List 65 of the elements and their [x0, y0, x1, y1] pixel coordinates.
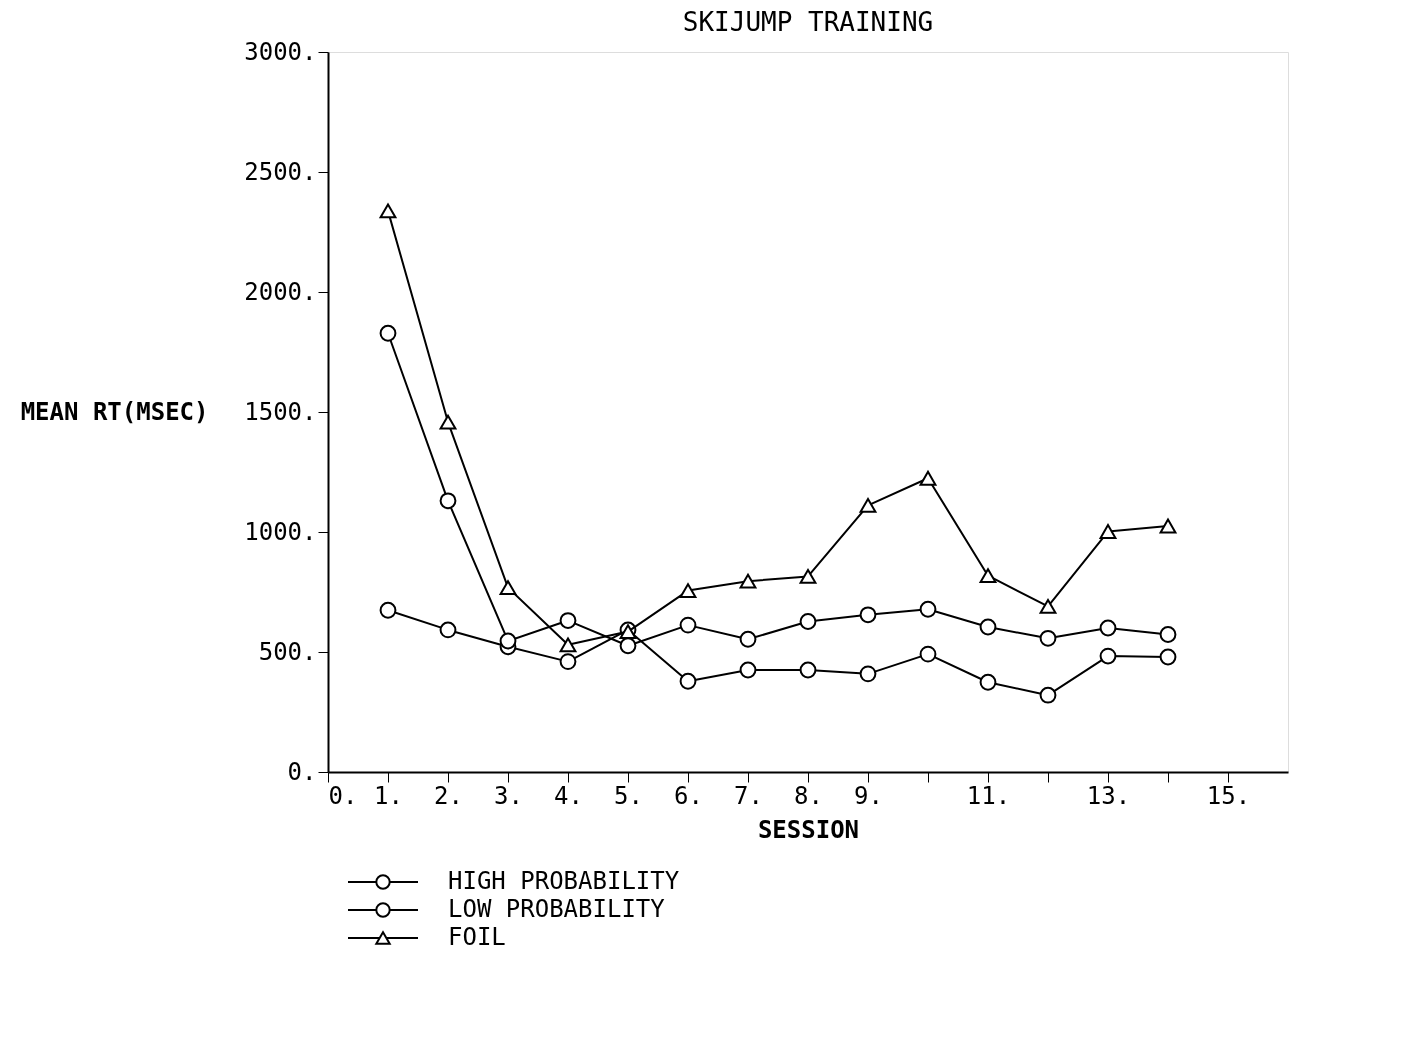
point: [1039, 686, 1057, 704]
point: [739, 630, 757, 648]
x-tick-label: 8.: [794, 781, 823, 810]
point: [859, 665, 877, 683]
x-tick-label: 2.: [434, 781, 463, 810]
point: [1099, 647, 1117, 665]
point: [1039, 598, 1057, 614]
x-tick-label: 3.: [494, 781, 523, 810]
point: [979, 618, 997, 636]
x-tick-label: 1.: [374, 781, 403, 810]
point: [1159, 518, 1177, 534]
x-axis-title: SESSION: [757, 815, 860, 844]
x-tick-label: 11.: [966, 781, 1011, 810]
point: [799, 613, 817, 630]
legend-label: HIGH PROBABILITY: [448, 867, 680, 895]
point: [859, 497, 877, 513]
point: [379, 203, 397, 219]
point: [1039, 629, 1057, 647]
point: [1159, 626, 1177, 643]
point: [799, 661, 817, 679]
point: [1159, 648, 1177, 666]
legend-label: FOIL: [448, 923, 506, 951]
x-tick-label: 15.: [1206, 781, 1251, 810]
point: [1099, 524, 1117, 539]
x-tick-label: 9.: [854, 781, 883, 810]
point: [739, 661, 757, 679]
point: [559, 637, 577, 653]
x-tick-label: 4.: [554, 781, 583, 810]
y-tick-label: 1500.: [244, 397, 317, 426]
y-axis-title: MEAN RT(MSEC): [20, 397, 209, 426]
point: [919, 645, 937, 663]
point: [439, 414, 457, 430]
point: [499, 580, 517, 596]
legend-label: LOW PROBABILITY: [448, 895, 666, 923]
point: [559, 653, 577, 670]
chart-title: SKIJUMP TRAINING: [682, 7, 934, 37]
y-tick-label: 2000.: [244, 277, 317, 306]
point: [499, 632, 517, 650]
point: [619, 637, 637, 655]
point: [919, 470, 937, 486]
point: [679, 616, 697, 634]
x-tick-label: 6.: [674, 781, 703, 810]
y-tick-label: 1000.: [244, 517, 317, 546]
point: [979, 568, 997, 584]
point: [679, 583, 697, 598]
x-tick-label: 0.: [328, 781, 358, 810]
point: [439, 492, 457, 510]
point: [919, 600, 937, 618]
point: [379, 601, 397, 619]
point: [739, 573, 757, 589]
x-tick-label: 5.: [614, 781, 643, 810]
point: [979, 673, 997, 691]
y-tick-label: 0.: [287, 757, 317, 786]
point: [679, 672, 697, 690]
x-tick-label: 7.: [734, 781, 763, 810]
y-tick-label: 3000.: [244, 37, 317, 66]
point: [1099, 619, 1117, 637]
point: [439, 621, 457, 639]
point: [559, 612, 577, 629]
y-tick-label: 2500.: [244, 157, 317, 186]
point: [379, 324, 397, 342]
point: [859, 606, 877, 624]
point: [799, 568, 817, 584]
y-tick-label: 500.: [258, 637, 317, 666]
x-tick-label: 13.: [1086, 781, 1131, 810]
